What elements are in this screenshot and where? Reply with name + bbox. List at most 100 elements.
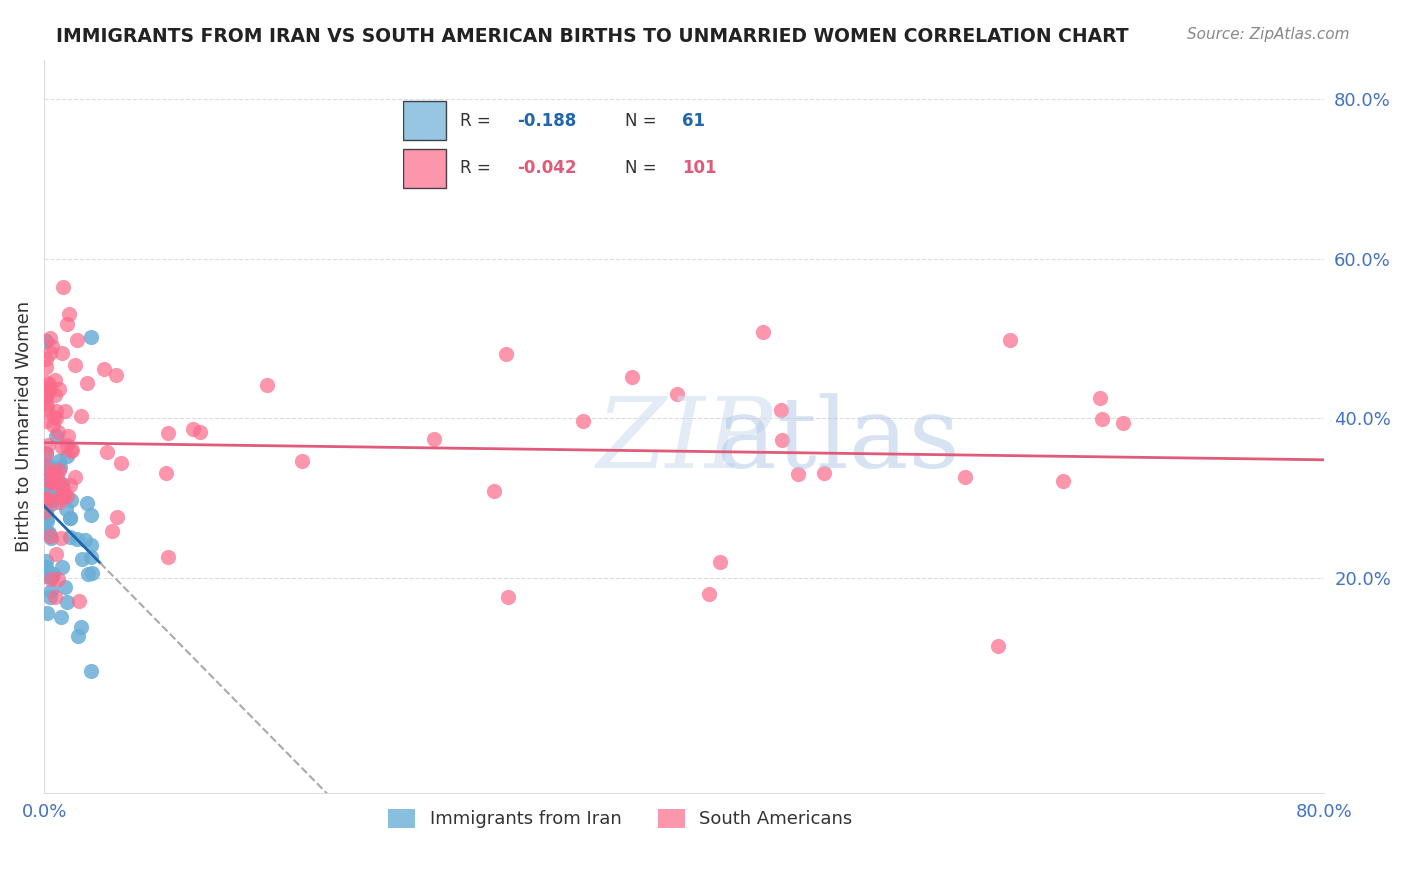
Point (45, 429, 67, 443)
Point (52, 280, 75, 294)
Text: ZIP: ZIP (596, 393, 772, 489)
Point (35, 569, 58, 583)
Point (105, 509, 128, 524)
Point (291, 454, 314, 468)
Legend: Immigrants from Iran, South Americans: Immigrants from Iran, South Americans (381, 802, 859, 836)
Point (620, 369, 643, 384)
Point (51, 532, 73, 546)
Point (35, 461, 58, 475)
Point (35, 473, 58, 487)
Point (52, 481, 75, 495)
Point (48, 463, 70, 477)
Point (59, 530, 82, 544)
Point (35, 376, 58, 390)
Point (38, 469, 60, 483)
Point (35, 352, 58, 367)
Point (39, 497, 62, 511)
Point (495, 347, 517, 361)
Point (42, 417, 65, 432)
Point (37, 606, 59, 620)
Point (48, 494, 70, 508)
Point (46, 572, 69, 586)
Point (60, 443, 83, 458)
Point (35, 493, 58, 508)
Point (35, 492, 58, 507)
Point (35, 514, 58, 528)
Point (37, 438, 59, 452)
Point (80, 664, 103, 678)
Point (37, 385, 59, 400)
Point (63, 358, 86, 372)
Point (48, 383, 70, 397)
Point (42, 409, 65, 424)
Point (55, 502, 77, 516)
Y-axis label: Births to Unmarried Women: Births to Unmarried Women (15, 301, 32, 552)
Point (72, 552, 94, 566)
Point (39, 590, 62, 604)
Point (156, 550, 179, 565)
Point (42, 566, 65, 581)
Point (41, 465, 63, 479)
Point (46, 425, 69, 439)
Point (45, 404, 67, 418)
Point (39, 492, 62, 507)
Point (35, 359, 58, 374)
Point (709, 555, 731, 569)
Point (51, 346, 73, 360)
Point (76, 496, 98, 510)
Point (35, 395, 58, 409)
Point (787, 467, 810, 482)
Point (80, 329, 103, 343)
Point (45, 548, 67, 562)
Text: IMMIGRANTS FROM IRAN VS SOUTH AMERICAN BIRTHS TO UNMARRIED WOMEN CORRELATION CHA: IMMIGRANTS FROM IRAN VS SOUTH AMERICAN B… (56, 27, 1129, 45)
Point (66, 532, 89, 546)
Point (96, 445, 118, 459)
Point (38, 568, 60, 582)
Point (76, 376, 98, 390)
Point (35, 476, 58, 491)
Point (35, 447, 58, 461)
Point (38, 459, 60, 474)
Point (73, 533, 96, 547)
Point (66, 333, 89, 347)
Point (666, 387, 689, 401)
Point (256, 378, 278, 392)
Point (1112, 416, 1135, 430)
Point (39, 381, 62, 395)
Point (1091, 412, 1114, 426)
Point (59, 478, 82, 492)
Point (49, 489, 72, 503)
Point (39, 484, 62, 499)
Point (35, 446, 58, 460)
Point (35, 512, 58, 526)
Point (44, 466, 66, 480)
Point (35, 467, 58, 482)
Point (38, 492, 60, 507)
Point (48, 475, 70, 489)
Point (35, 386, 58, 401)
Point (44, 590, 66, 604)
Point (38, 525, 60, 540)
Point (38, 346, 60, 360)
Point (100, 524, 122, 538)
Point (498, 591, 520, 605)
Point (60, 493, 83, 508)
Point (67, 594, 90, 608)
Point (1090, 392, 1112, 406)
Point (104, 368, 127, 383)
Point (35, 559, 58, 574)
Point (35, 507, 58, 521)
Point (49, 460, 72, 475)
Point (41, 569, 63, 583)
Point (1000, 333, 1022, 347)
Point (35, 388, 58, 402)
Point (752, 325, 775, 339)
Point (70, 620, 93, 634)
Point (813, 466, 835, 480)
Point (45, 410, 67, 425)
Point (770, 433, 793, 447)
Point (41, 475, 63, 490)
Point (423, 432, 446, 446)
Point (59, 511, 82, 525)
Point (35, 564, 58, 578)
